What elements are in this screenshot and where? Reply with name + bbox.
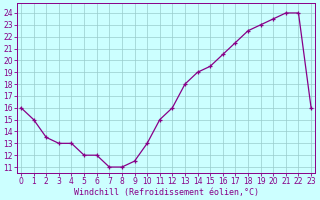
X-axis label: Windchill (Refroidissement éolien,°C): Windchill (Refroidissement éolien,°C) [74, 188, 259, 197]
